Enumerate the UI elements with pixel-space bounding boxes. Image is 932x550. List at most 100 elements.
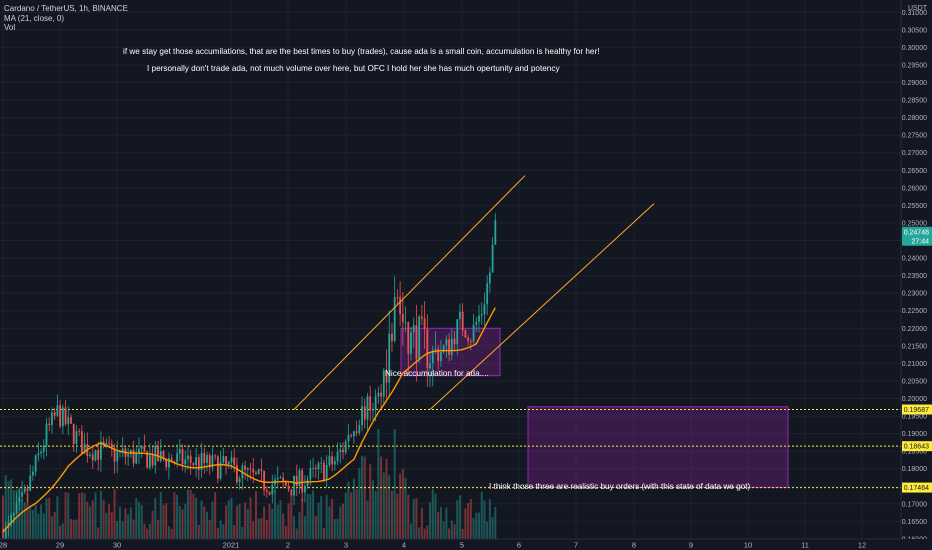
- candle-body: [214, 455, 217, 457]
- volume-bar: [21, 499, 24, 539]
- candle-body: [304, 485, 306, 493]
- last-price-tag-box: [902, 226, 932, 246]
- volume-bar: [388, 475, 391, 539]
- volume-bar: [480, 491, 483, 539]
- volume-bar: [102, 499, 105, 539]
- volume-bar: [181, 509, 184, 539]
- volume-bar: [127, 514, 130, 539]
- price-axis[interactable]: 0.31000 0.30500 0.30000 0.29500 0.29000 0.285…: [900, 0, 932, 543]
- price-tick-label: 0.21000: [902, 361, 927, 368]
- volume-bar: [458, 495, 461, 539]
- volume-bar: [219, 520, 222, 539]
- volume-bar: [306, 493, 309, 539]
- candle-body: [233, 457, 236, 465]
- volume-bar: [415, 498, 418, 539]
- time-tick-label: 8: [632, 541, 636, 550]
- candle-body: [257, 469, 260, 474]
- volume-bar: [80, 492, 83, 539]
- volume-bar: [206, 511, 208, 539]
- price-tick-label: 0.22500: [902, 308, 927, 315]
- time-tick-label: 10: [744, 541, 752, 550]
- price-tick-label: 0.28500: [902, 98, 927, 105]
- time-axis[interactable]: 28 29 30 2021 2 3 4 5 6 7 8 9 10 11 12: [0, 538, 932, 550]
- candle-body: [246, 468, 249, 470]
- volume-bar: [469, 498, 472, 539]
- candle-body: [143, 445, 146, 452]
- candle-body: [42, 445, 45, 452]
- chart-legend[interactable]: Cardano / TetherUS, 1h, BINANCE MA (21, …: [4, 4, 128, 33]
- candle-body: [263, 470, 266, 491]
- volume-bar: [26, 492, 29, 539]
- price-tick-label: 0.19000: [902, 431, 927, 438]
- volume-bar: [401, 468, 404, 539]
- volume-bar: [110, 512, 113, 539]
- candle-body: [10, 515, 13, 523]
- candle-body: [236, 464, 238, 483]
- candle-body: [361, 406, 363, 426]
- candle-body: [404, 322, 407, 324]
- candle-body: [157, 446, 159, 462]
- trend-channel[interactable]: [293, 175, 655, 410]
- volume-bar: [342, 503, 344, 539]
- candle-body: [366, 396, 369, 420]
- time-tick-label: 3: [344, 541, 348, 550]
- candle-body: [83, 444, 86, 454]
- candle-body: [91, 454, 94, 461]
- candle-body: [75, 431, 78, 445]
- candle-body: [94, 450, 97, 461]
- candle-body: [352, 431, 355, 437]
- volume-bar: [301, 498, 304, 539]
- price-tick-label: 0.31000: [902, 10, 927, 17]
- volume-bar: [99, 490, 102, 539]
- volume-bar: [361, 455, 364, 539]
- volume-bar: [295, 528, 298, 539]
- volume-bar: [279, 499, 282, 539]
- volume-bar: [91, 500, 94, 539]
- volume-bar: [282, 513, 285, 539]
- legend-symbol[interactable]: Cardano / TetherUS, 1h, BINANCE: [4, 4, 128, 13]
- candle-body: [328, 456, 331, 466]
- candle-body: [78, 431, 81, 433]
- candle-body: [372, 409, 374, 411]
- candle-body: [339, 449, 342, 453]
- volume-bar: [192, 493, 195, 539]
- candle-body: [64, 407, 67, 425]
- volume-bar: [339, 506, 342, 539]
- volume-bar: [48, 497, 51, 539]
- candle-body: [18, 496, 21, 503]
- candle-body: [15, 502, 18, 514]
- price-tick-label: 0.22000: [902, 326, 927, 333]
- candle-body: [437, 348, 440, 362]
- candle-body: [271, 484, 274, 495]
- volume-bar: [23, 502, 26, 539]
- volume-bar: [494, 506, 497, 539]
- legend-volume[interactable]: Vol: [4, 23, 16, 32]
- candle-body: [347, 435, 350, 442]
- candle-body: [336, 452, 339, 462]
- volume-bar: [189, 489, 192, 539]
- candle-body: [200, 453, 203, 470]
- legend-ma[interactable]: MA (21, close, 0): [4, 13, 65, 23]
- candle-body: [448, 339, 450, 355]
- candle-body: [320, 462, 323, 464]
- annotation-buy-orders: I think those three are realistic buy or…: [489, 482, 750, 491]
- candle-body: [206, 455, 208, 463]
- time-axis-background: [0, 539, 932, 550]
- volume-bar: [486, 521, 489, 539]
- volume-bar: [53, 512, 56, 539]
- accumulation-box[interactable]: [400, 327, 501, 377]
- candle-body: [56, 405, 59, 416]
- channel-upper-line: [293, 175, 526, 410]
- candle-body: [420, 316, 423, 319]
- volume-bar: [31, 510, 34, 539]
- candle-body: [396, 296, 399, 298]
- volume-bar: [434, 493, 437, 539]
- buy-zone-box[interactable]: [527, 406, 789, 489]
- candle-body: [45, 423, 48, 446]
- candle-body: [295, 475, 298, 487]
- candle-body: [32, 471, 34, 476]
- volume-bar: [488, 499, 491, 539]
- candle-body: [475, 321, 478, 325]
- candle-body: [40, 451, 42, 454]
